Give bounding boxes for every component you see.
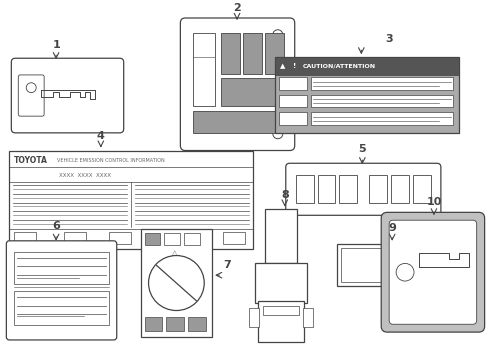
Text: △: △	[171, 249, 177, 256]
Bar	[263, 306, 298, 315]
Bar	[243, 33, 262, 74]
FancyBboxPatch shape	[18, 75, 44, 116]
Circle shape	[272, 30, 282, 40]
Text: 1: 1	[52, 40, 60, 50]
Text: TOYOTA: TOYOTA	[14, 156, 48, 165]
FancyBboxPatch shape	[180, 18, 294, 150]
Bar	[248, 307, 258, 327]
Text: 2: 2	[233, 3, 241, 13]
Bar	[264, 210, 296, 264]
Bar	[310, 112, 452, 125]
Bar	[278, 77, 306, 90]
Bar	[188, 318, 206, 331]
Circle shape	[395, 264, 413, 281]
Bar	[108, 232, 130, 244]
Text: 9: 9	[387, 223, 395, 233]
Circle shape	[26, 83, 36, 93]
Bar	[164, 233, 180, 245]
FancyBboxPatch shape	[388, 220, 476, 324]
Bar	[302, 307, 312, 327]
Circle shape	[272, 129, 282, 139]
Bar	[223, 232, 244, 244]
Bar	[278, 112, 306, 125]
Bar	[64, 232, 86, 244]
Text: XXXX  XXXX  XXXX: XXXX XXXX XXXX	[59, 172, 111, 177]
Bar	[341, 248, 447, 282]
Bar	[144, 318, 162, 331]
Bar	[264, 33, 283, 74]
Text: !: !	[292, 63, 295, 69]
Bar	[412, 175, 430, 203]
Text: 5: 5	[358, 144, 366, 154]
FancyBboxPatch shape	[381, 212, 484, 332]
Bar	[144, 233, 160, 245]
Bar	[221, 78, 284, 106]
Bar	[9, 150, 252, 249]
Text: 7: 7	[223, 260, 230, 270]
Bar	[274, 57, 458, 75]
Bar	[368, 175, 386, 203]
Bar	[193, 33, 215, 106]
Text: VEHICLE EMISSION CONTROL INFORMATION: VEHICLE EMISSION CONTROL INFORMATION	[57, 158, 164, 163]
Bar	[257, 301, 303, 342]
Text: 3: 3	[385, 35, 392, 45]
Text: CAUTION/ATTENTION: CAUTION/ATTENTION	[302, 64, 375, 69]
Text: ▲: ▲	[279, 63, 285, 69]
Bar	[295, 175, 313, 203]
Bar	[193, 111, 282, 133]
Bar	[274, 57, 458, 133]
Bar	[337, 244, 451, 286]
Bar	[166, 318, 184, 331]
FancyBboxPatch shape	[6, 241, 117, 340]
FancyBboxPatch shape	[285, 163, 440, 215]
Text: 10: 10	[426, 197, 441, 207]
Bar	[141, 229, 212, 337]
Bar	[278, 95, 306, 107]
Bar	[317, 175, 335, 203]
Bar	[339, 175, 357, 203]
Bar	[310, 77, 452, 90]
FancyBboxPatch shape	[11, 58, 123, 133]
Bar	[14, 291, 108, 325]
Bar	[221, 33, 240, 74]
Text: 4: 4	[97, 131, 104, 141]
Circle shape	[148, 256, 204, 311]
Bar	[14, 232, 36, 244]
Bar	[310, 95, 452, 107]
Text: 6: 6	[52, 221, 60, 231]
Text: 8: 8	[280, 190, 288, 199]
Bar	[184, 233, 200, 245]
Bar	[254, 264, 306, 303]
Bar	[390, 175, 408, 203]
Bar	[14, 252, 108, 284]
